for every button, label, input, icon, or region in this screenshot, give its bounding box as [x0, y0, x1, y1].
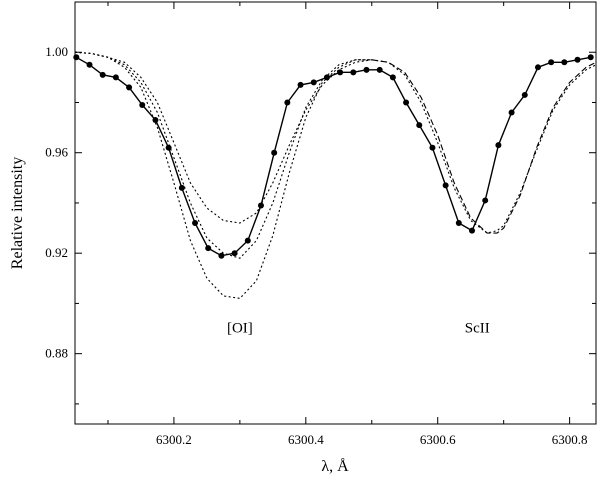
- data-point: [521, 91, 528, 98]
- x-tick-label: 6300.6: [420, 432, 456, 447]
- data-point: [86, 61, 93, 68]
- data-point: [534, 64, 541, 71]
- data-point: [548, 59, 555, 66]
- data-point: [310, 79, 317, 86]
- series-line-3: [74, 51, 372, 299]
- data-point: [416, 122, 423, 129]
- data-point: [350, 69, 357, 76]
- series-layer: [73, 51, 597, 299]
- data-point: [218, 252, 225, 259]
- x-tick-label: 6300.4: [288, 432, 324, 447]
- data-point: [442, 182, 449, 189]
- x-axis-label: λ, Å: [321, 457, 349, 475]
- data-point: [152, 117, 159, 124]
- data-point: [429, 144, 436, 151]
- data-point: [231, 250, 238, 257]
- data-point: [469, 227, 476, 234]
- series-line-0: [75, 56, 591, 257]
- data-point: [561, 59, 568, 66]
- series-line-1: [74, 51, 372, 259]
- annotation-layer: [OI] ScII: [227, 320, 490, 336]
- data-point: [73, 54, 80, 61]
- data-point: [389, 74, 396, 81]
- x-tick-label: 6300.2: [156, 432, 192, 447]
- data-point: [165, 144, 172, 151]
- data-point: [139, 101, 146, 108]
- data-point: [297, 81, 304, 88]
- data-point: [403, 99, 410, 106]
- y-tick-label: 0.88: [45, 346, 68, 361]
- data-point: [284, 99, 291, 106]
- data-point: [508, 109, 515, 116]
- y-tick-label: 1.00: [45, 44, 68, 59]
- data-point: [574, 56, 581, 63]
- y-tick-label: 0.92: [45, 245, 68, 260]
- data-point: [587, 54, 594, 61]
- series-line-2: [74, 51, 372, 224]
- data-point: [271, 149, 278, 156]
- data-point: [363, 66, 370, 73]
- plot-frame: [74, 1, 597, 425]
- data-point: [99, 71, 106, 78]
- data-point: [482, 197, 489, 204]
- data-point: [205, 245, 212, 252]
- y-axis-ticks: 0.88 0.92 0.96 1.00: [45, 1, 596, 405]
- y-tick-label: 0.96: [45, 145, 68, 160]
- data-point: [126, 84, 133, 91]
- data-point: [455, 220, 462, 227]
- series-line-5: [371, 59, 597, 234]
- data-point: [376, 66, 383, 73]
- data-point: [112, 74, 119, 81]
- data-point: [192, 220, 199, 227]
- data-point: [178, 184, 185, 191]
- x-tick-label: 6300.8: [552, 432, 588, 447]
- data-point: [337, 69, 344, 76]
- data-point: [323, 74, 330, 81]
- data-point: [244, 237, 251, 244]
- line-annotation: [OI]: [227, 320, 253, 336]
- y-axis-label: Relative intensity: [9, 157, 26, 269]
- x-axis-ticks: 6300.2 6300.4 6300.6 6300.8: [107, 2, 588, 447]
- series-line-4: [371, 59, 597, 234]
- data-point: [495, 142, 502, 149]
- line-annotation: ScII: [465, 320, 490, 336]
